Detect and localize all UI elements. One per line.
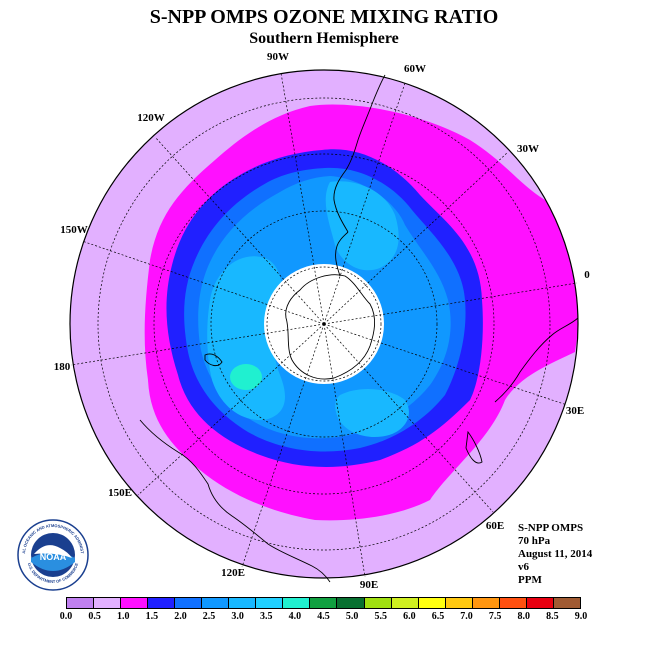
australia-coast [139, 419, 331, 583]
colorbar-tick-label: 9.0 [574, 611, 588, 622]
lon-label-30e: 30E [566, 405, 584, 417]
band-light-blue-west [207, 256, 285, 421]
info-pressure: 70 hPa [518, 535, 551, 547]
colorbar-tick-label: 0.0 [59, 611, 73, 622]
map-field [70, 70, 578, 578]
new-zealand-coast [204, 353, 223, 367]
colorbar-tick-label: 0.5 [88, 611, 101, 622]
antarctic-peninsula [335, 231, 349, 277]
antarctica-coast [285, 274, 376, 380]
lon-label-120e: 120E [221, 567, 245, 579]
colorbar-swatch [229, 598, 257, 608]
colorbar-swatch [553, 598, 580, 608]
band-cyan-patch [230, 364, 262, 390]
info-units: PPM [518, 574, 542, 586]
colorbar-tick-label: 7.0 [460, 611, 473, 622]
map-title: S-NPP OMPS OZONE MIXING RATIO [149, 6, 499, 28]
colorbar-swatch [337, 598, 365, 608]
colorbar-swatch [310, 598, 338, 608]
colorbar-swatch [445, 598, 473, 608]
colorbar-swatch [526, 598, 554, 608]
colorbar-tick-label: 2.0 [174, 611, 187, 622]
map-subtitle: Southern Hemisphere [249, 30, 399, 47]
colorbar-tick-label: 2.5 [202, 611, 216, 622]
lon-label-30w: 30W [517, 143, 539, 155]
colorbar-tick-label: 8.0 [517, 611, 531, 622]
lon-label-180: 180 [54, 361, 71, 373]
colorbar-tick-label: 1.0 [116, 611, 130, 622]
south-america-coast [333, 74, 386, 233]
pole-center [322, 322, 326, 326]
lon-label-60e: 60E [486, 520, 504, 532]
lon-label-0: 0 [584, 269, 590, 281]
madagascar-coast [465, 430, 483, 464]
longitude-labels: 90W 60W 30W 0 30E 60E 90E 120E 150E 180 … [54, 51, 591, 591]
colorbar [66, 597, 581, 609]
colorbar-swatch [256, 598, 284, 608]
map-border [69, 69, 579, 579]
colorbar-tick-label: 5.5 [374, 611, 387, 622]
colorbar-tick-label: 6.5 [431, 611, 445, 622]
info-instrument: S-NPP OMPS [518, 522, 584, 534]
graticule [70, 72, 578, 578]
band-light-blue-east [325, 181, 399, 271]
lon-label-150e: 150E [108, 487, 132, 499]
colorbar-tick-label: 4.0 [288, 611, 302, 622]
colorbar-swatch [175, 598, 203, 608]
band-light-blue-north [335, 388, 409, 438]
colorbar-swatch [391, 598, 419, 608]
colorbar-tick-label: 4.5 [317, 611, 330, 622]
coastlines [139, 74, 579, 583]
info-version: v6 [518, 561, 529, 573]
colorbar-tick-label: 8.5 [546, 611, 559, 622]
colorbar-swatch [499, 598, 527, 608]
noaa-logo: NATIONAL OCEANIC AND ATMOSPHERIC ADMINIS… [16, 518, 89, 591]
colorbar-tick-label: 7.5 [488, 611, 502, 622]
lon-label-60w: 60W [404, 63, 426, 75]
lon-label-120w: 120W [137, 112, 165, 124]
colorbar-tick-label: 6.0 [403, 611, 416, 622]
colorbar-swatch [202, 598, 230, 608]
colorbar-swatch [94, 598, 122, 608]
colorbar-swatch [121, 598, 149, 608]
lon-label-150w: 150W [60, 224, 88, 236]
colorbar-swatch [67, 598, 95, 608]
lon-label-90w: 90W [267, 51, 289, 63]
lon-label-90e: 90E [360, 579, 378, 591]
colorbar-tick-label: 1.5 [145, 611, 159, 622]
colorbar-swatch [472, 598, 500, 608]
colorbar-swatch [283, 598, 311, 608]
logo-noaa-text: NOAA [40, 552, 67, 562]
colorbar-swatch [148, 598, 176, 608]
colorbar-swatch [364, 598, 392, 608]
colorbar-tick-labels: 0.0 0.5 1.0 1.5 2.0 2.5 3.0 3.5 4.0 4.5 5.0 5.5 6.0 6… [0, 611, 648, 625]
colorbar-swatch [418, 598, 446, 608]
africa-coast [494, 317, 579, 403]
colorbar-tick-label: 3.5 [260, 611, 273, 622]
colorbar-tick-label: 3.0 [231, 611, 244, 622]
colorbar-tick-label: 5.0 [345, 611, 359, 622]
info-date: August 11, 2014 [518, 548, 593, 560]
